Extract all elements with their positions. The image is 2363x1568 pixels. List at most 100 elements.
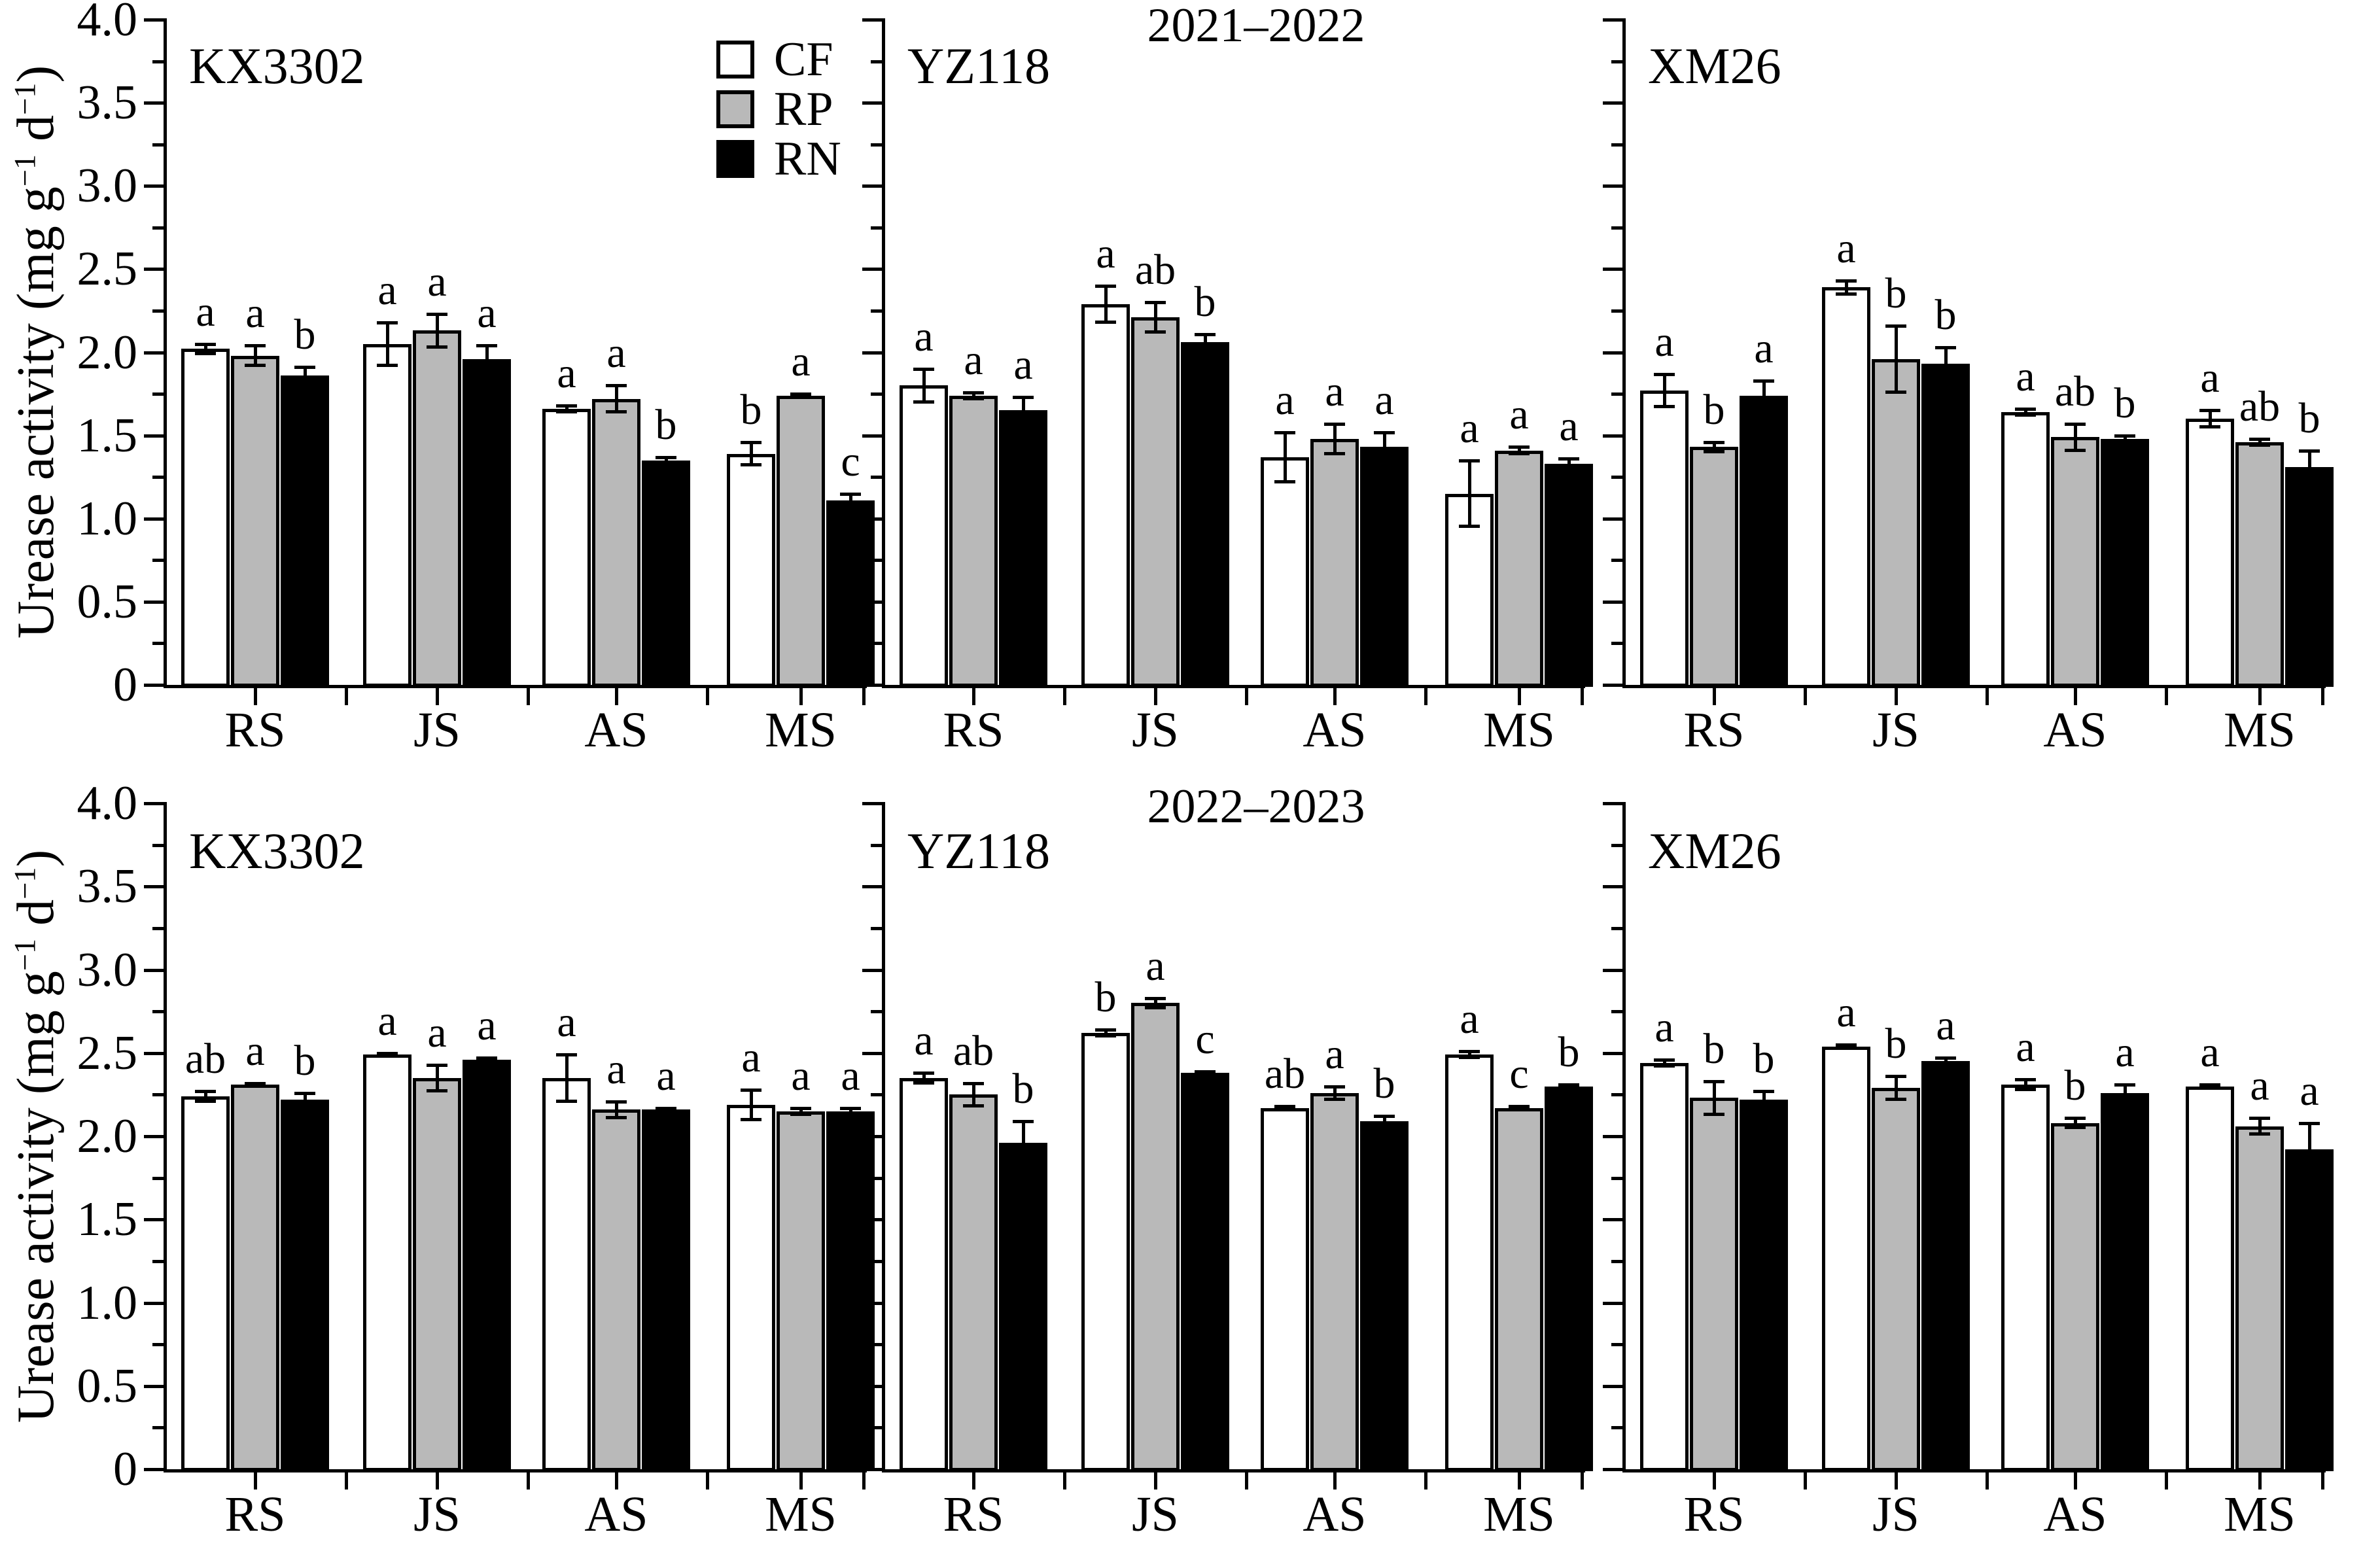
- x-axis: [164, 685, 867, 688]
- error-bar: [1567, 459, 1571, 468]
- error-bar-cap-top: [1013, 1120, 1034, 1123]
- panel-label: KX3302: [189, 822, 365, 879]
- error-bar-cap-top: [1885, 324, 1906, 328]
- bar-RP-AS: [592, 1109, 640, 1471]
- bar-RP-MS: [777, 1111, 825, 1471]
- bar-RP-JS: [413, 1078, 461, 1471]
- sig-letter: a: [377, 997, 397, 1045]
- bar-RP-RS: [1690, 447, 1738, 687]
- error-bar-cap-bottom: [245, 364, 266, 367]
- x-boundary-tick: [862, 688, 866, 705]
- error-bar-cap-bottom: [913, 1081, 934, 1085]
- sig-letter: a: [1654, 1003, 1674, 1051]
- error-bar: [1154, 998, 1157, 1008]
- y-major-tick: [862, 885, 882, 889]
- y-minor-tick: [152, 1259, 164, 1263]
- error-bar-cap-bottom: [1145, 1006, 1166, 1009]
- bar-CF-JS: [1081, 304, 1130, 687]
- y-major-tick: [144, 885, 164, 889]
- error-bar: [849, 1108, 852, 1115]
- sig-letter: a: [914, 313, 934, 360]
- bar-CF-RS: [181, 349, 230, 687]
- error-bar-cap-top: [1095, 1028, 1116, 1032]
- sig-letter: ab: [953, 1027, 994, 1075]
- y-major-tick: [144, 101, 164, 105]
- sig-letter: ab: [1264, 1050, 1306, 1098]
- sig-letter: ab: [2054, 368, 2096, 415]
- error-bar-cap-bottom: [1558, 1086, 1579, 1089]
- sig-letter: b: [2298, 394, 2320, 442]
- sig-letter: a: [2200, 354, 2220, 402]
- x-axis: [1622, 685, 2326, 688]
- sig-letter: b: [1194, 278, 1216, 326]
- bar-RN-AS: [2101, 439, 2149, 687]
- y-major-tick: [1603, 684, 1622, 687]
- error-bar: [1104, 1030, 1108, 1036]
- error-bar-cap-bottom: [1654, 1064, 1675, 1068]
- legend-item-cf: CF: [716, 35, 833, 84]
- y-minor-tick: [152, 1343, 164, 1347]
- y-major-tick: [144, 684, 164, 687]
- error-bar-cap-top: [656, 456, 676, 459]
- sig-letter: a: [1146, 942, 1165, 990]
- error-bar-cap-bottom: [606, 410, 627, 413]
- x-boundary-tick: [2321, 1472, 2324, 1490]
- error-bar-cap-top: [606, 1100, 627, 1104]
- x-tick: [972, 688, 975, 705]
- bar-RN-AS: [1360, 1121, 1409, 1471]
- sig-letter: a: [557, 349, 576, 397]
- y-tick-label: 3.0: [77, 159, 138, 213]
- bar-CF-RS: [900, 385, 948, 687]
- sig-letter: b: [1094, 973, 1117, 1021]
- bar-RN-JS: [463, 1060, 511, 1471]
- error-bar-cap-bottom: [606, 1116, 627, 1119]
- y-major-tick: [1603, 1301, 1622, 1305]
- bar-RP-AS: [1310, 439, 1359, 687]
- x-boundary-tick: [2165, 1472, 2168, 1490]
- x-boundary-tick: [706, 1472, 709, 1490]
- y-major-tick: [1603, 1468, 1622, 1471]
- error-bar-cap-bottom: [1704, 450, 1724, 453]
- error-bar-cap-top: [2065, 423, 2086, 426]
- error-bar: [922, 369, 926, 402]
- error-bar: [1944, 347, 1948, 381]
- bar-CF-MS: [2186, 1087, 2234, 1471]
- error-bar-cap-bottom: [1459, 525, 1480, 528]
- error-bar-cap-top: [1509, 445, 1530, 449]
- error-bar-cap-bottom: [1195, 349, 1216, 352]
- sig-letter: a: [1460, 995, 1479, 1043]
- error-bar: [436, 314, 439, 347]
- error-bar-cap-bottom: [2299, 1174, 2320, 1177]
- error-bar-cap-top: [2065, 1117, 2086, 1120]
- sig-letter: a: [557, 998, 576, 1046]
- y-major-tick: [144, 18, 164, 22]
- error-bar: [665, 457, 668, 464]
- x-tick: [1154, 1472, 1157, 1490]
- error-bar-cap-bottom: [294, 1104, 315, 1107]
- sig-letter: ab: [184, 1035, 226, 1083]
- bar-RP-JS: [1131, 1003, 1180, 1471]
- bar-RN-MS: [1545, 1087, 1593, 1471]
- legend-swatch-rn: [716, 140, 754, 178]
- y-major-tick: [1603, 968, 1622, 972]
- error-bar-cap-top: [963, 1082, 984, 1085]
- sig-letter: a: [2200, 1028, 2220, 1076]
- error-bar-cap-top: [840, 1107, 861, 1110]
- y-minor-tick: [1611, 309, 1622, 313]
- sig-letter: a: [2016, 1023, 2035, 1071]
- sig-letter: b: [655, 401, 677, 449]
- y-major-tick: [862, 101, 882, 105]
- error-bar: [2308, 451, 2311, 483]
- y-minor-tick: [871, 1426, 882, 1430]
- x-tick: [254, 1472, 257, 1490]
- error-bar: [1663, 374, 1666, 407]
- category-label-RS: RS: [224, 1487, 286, 1542]
- bar-RP-RS: [949, 1094, 998, 1471]
- sig-letter: c: [841, 438, 860, 485]
- y-major-tick: [862, 1384, 882, 1388]
- sig-letter: a: [2300, 1067, 2319, 1115]
- bar-RP-RS: [231, 1085, 279, 1471]
- y-minor-tick: [871, 1343, 882, 1347]
- error-bar-cap-bottom: [1324, 1098, 1345, 1101]
- category-label-JS: JS: [1132, 1487, 1179, 1542]
